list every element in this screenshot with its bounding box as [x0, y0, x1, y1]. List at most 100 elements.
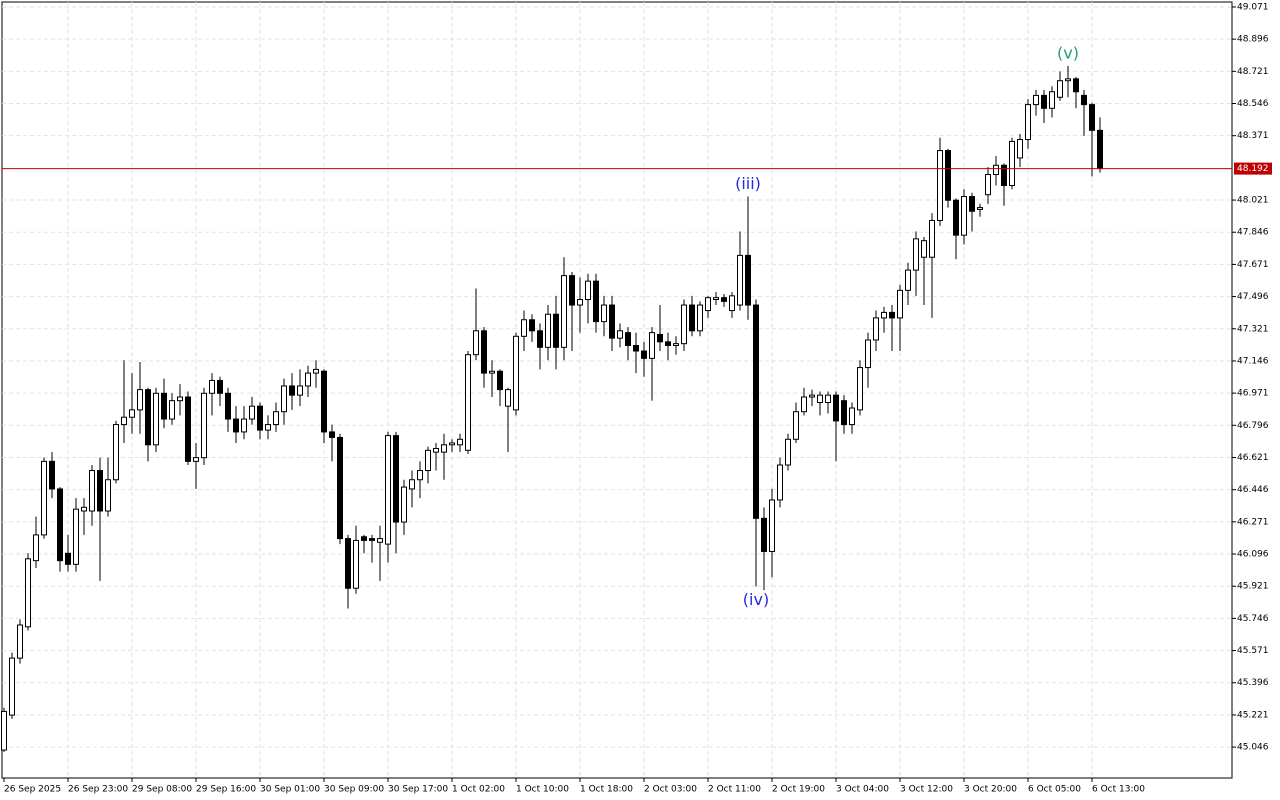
candle-body	[569, 275, 575, 306]
candle-body	[257, 405, 263, 431]
candle-body	[937, 150, 943, 221]
last-price-label: 48.192	[1237, 164, 1269, 174]
candle-body	[121, 416, 127, 426]
candle-body	[105, 479, 111, 512]
y-tick-label: 46.796	[1237, 421, 1269, 431]
candle-body	[65, 552, 71, 565]
candle-body	[1, 710, 7, 751]
candle-body	[577, 299, 583, 306]
candle-body	[209, 379, 215, 394]
y-tick-label: 45.571	[1237, 646, 1269, 656]
candle-body	[161, 392, 167, 420]
candle-body	[961, 196, 967, 236]
candle-body	[777, 464, 783, 501]
candle-body	[225, 392, 231, 420]
x-tick-label: 30 Sep 17:00	[388, 785, 448, 795]
candle-body	[217, 379, 223, 394]
candle-body	[417, 470, 423, 481]
candle-body	[601, 304, 607, 323]
candle-body	[337, 436, 343, 540]
candle-body	[1017, 139, 1023, 159]
candle-body	[89, 470, 95, 512]
x-tick-label: 3 Oct 20:00	[964, 785, 1017, 795]
wave-label: (iv)	[743, 590, 769, 609]
candle-body	[441, 444, 447, 453]
candle-body	[561, 275, 567, 348]
y-tick-label: 46.271	[1237, 517, 1269, 527]
candle-body	[609, 304, 615, 339]
candle-body	[513, 335, 519, 411]
x-tick-label: 29 Sep 08:00	[132, 785, 192, 795]
candle-body	[1089, 104, 1095, 131]
candle-body	[369, 538, 375, 541]
y-tick-label: 45.046	[1237, 743, 1269, 753]
x-tick-label: 1 Oct 02:00	[452, 785, 505, 795]
y-tick-label: 45.746	[1237, 614, 1269, 624]
candle-body	[873, 317, 879, 341]
y-tick-label: 48.721	[1237, 67, 1269, 77]
candle-body	[481, 330, 487, 374]
candle-body	[825, 394, 831, 404]
candle-body	[761, 517, 767, 552]
candle-body	[681, 304, 687, 345]
candle-body	[841, 400, 847, 426]
candle-body	[697, 304, 703, 332]
candle-body	[657, 333, 663, 343]
candle-body	[401, 486, 407, 523]
candle-body	[913, 238, 919, 271]
y-tick-label: 46.621	[1237, 453, 1269, 463]
candle-body	[81, 506, 87, 512]
candle-body	[233, 418, 239, 433]
candle-body	[1097, 129, 1103, 170]
candle-body	[137, 389, 143, 411]
candle-body	[457, 438, 463, 446]
candle-body	[593, 280, 599, 323]
candle-body	[793, 411, 799, 440]
candle-body	[1033, 94, 1039, 106]
candle-body	[249, 405, 255, 420]
candle-body	[713, 297, 719, 301]
y-tick-label: 45.921	[1237, 582, 1269, 592]
candle-body	[849, 407, 855, 426]
y-tick-label: 47.496	[1237, 292, 1269, 302]
candle-body	[585, 280, 591, 301]
candle-body	[265, 424, 271, 431]
y-tick-label: 45.221	[1237, 710, 1269, 720]
candle-body	[393, 435, 399, 523]
candle-body	[153, 392, 159, 446]
y-tick-label: 47.321	[1237, 324, 1269, 334]
y-tick-label: 49.071	[1237, 2, 1269, 12]
candle-body	[521, 319, 527, 337]
candle-body	[721, 297, 727, 302]
plot-frame	[1, 1, 1233, 779]
candle-body	[1009, 140, 1015, 187]
candle-body	[473, 330, 479, 356]
candle-body	[1025, 104, 1031, 141]
candle-body	[345, 538, 351, 589]
candle-body	[905, 269, 911, 291]
y-tick-label: 46.446	[1237, 485, 1269, 495]
candle-body	[753, 304, 759, 519]
candle-body	[321, 370, 327, 433]
candle-body	[449, 442, 455, 446]
candle-body	[385, 435, 391, 545]
candle-body	[993, 164, 999, 175]
candle-body	[801, 396, 807, 413]
candle-body	[745, 254, 751, 306]
candle-body	[977, 207, 983, 210]
candle-body	[673, 343, 679, 346]
x-tick-label: 6 Oct 13:00	[1092, 785, 1145, 795]
x-tick-label: 3 Oct 04:00	[836, 785, 889, 795]
candle-body	[129, 409, 135, 418]
candle-body	[465, 354, 471, 451]
candle-body	[1065, 78, 1071, 82]
y-tick-label: 48.546	[1237, 99, 1269, 109]
candle-body	[497, 370, 503, 391]
x-tick-label: 6 Oct 05:00	[1028, 785, 1081, 795]
candle-body	[857, 367, 863, 411]
candle-body	[705, 297, 711, 312]
x-tick-label: 2 Oct 03:00	[644, 785, 697, 795]
candle-body	[361, 536, 367, 541]
candle-body	[145, 389, 151, 446]
